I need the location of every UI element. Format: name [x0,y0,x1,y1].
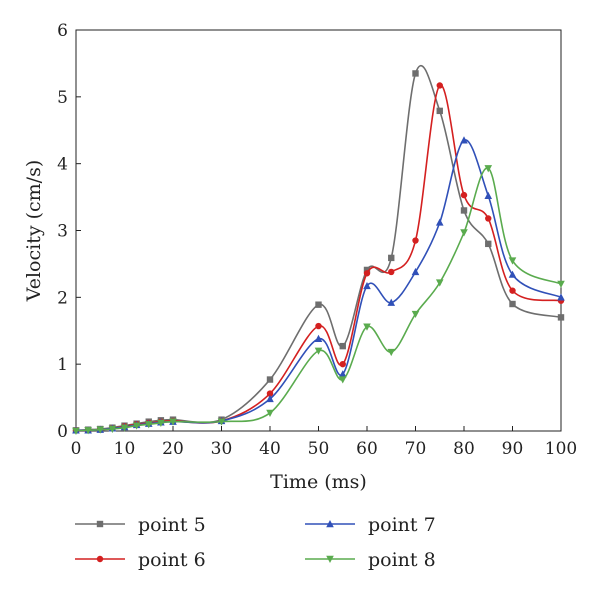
series-line [76,84,561,431]
legend-marker [326,555,334,563]
y-tick-label: 4 [57,155,68,175]
data-point [557,293,565,301]
data-point [460,191,468,199]
x-tick-label: 80 [453,439,475,459]
data-point [144,421,153,429]
data-point [509,300,516,308]
x-tick-label: 70 [405,439,427,459]
data-point [339,342,346,350]
data-point [411,310,420,319]
data-point [412,70,419,77]
y-tick-label: 1 [57,355,68,375]
data-point [338,376,347,384]
data-point [484,191,493,199]
data-point [435,279,444,287]
legend-item: point 8 [305,549,436,571]
data-point [557,314,565,321]
data-point [314,347,323,355]
data-point [388,254,395,262]
legend-item: point 7 [305,514,436,536]
legend: point 5 point 6 point 7 point 8 [75,514,436,571]
data-point [363,270,371,277]
data-point [436,82,443,89]
data-point [108,425,117,433]
data-point [314,334,323,342]
y-axis-title: Velocity (cm/s) [23,160,45,303]
x-tick-label: 20 [162,439,184,459]
series-point-6 [72,82,565,434]
series-layer [72,64,565,435]
legend-item: point 5 [75,514,206,536]
data-point [508,270,517,278]
y-axis: 0 1 2 3 4 5 6 [57,21,81,442]
legend-label: point 7 [368,514,436,536]
legend-item: point 6 [75,549,206,571]
series-line [76,64,561,431]
data-point [84,427,92,435]
series-line [76,139,561,431]
series-point-7 [72,136,565,434]
y-tick-label: 3 [57,222,68,242]
data-point [387,298,396,306]
x-tick-label: 50 [308,439,330,459]
data-point [266,390,274,397]
series-line [76,167,561,431]
x-axis: 0 10 20 30 40 50 60 70 80 90 100 [71,426,577,459]
data-point [96,426,105,434]
legend-label: point 8 [368,549,436,571]
x-axis-title: Time (ms) [270,471,367,493]
data-point [120,424,129,432]
data-point [339,360,346,368]
data-point [266,394,274,403]
data-point [363,323,371,331]
legend-marker [326,520,334,528]
data-point [436,107,443,115]
x-tick-label: 40 [259,439,281,459]
data-point [266,376,274,383]
legend-label: point 6 [138,549,206,571]
data-point [485,240,492,248]
data-point [315,301,322,308]
data-point [266,409,274,417]
data-point [412,237,419,244]
data-point [387,348,396,357]
data-point [388,268,395,276]
data-point [363,266,371,274]
x-tick-label: 90 [502,439,524,459]
series-point-5 [72,64,565,434]
y-tick-label: 2 [57,288,68,308]
data-point [169,418,177,426]
data-point [484,165,493,173]
data-point [485,215,492,222]
x-tick-label: 100 [545,439,577,459]
x-tick-label: 10 [114,439,136,459]
x-tick-label: 60 [356,439,378,459]
data-point [217,418,226,426]
legend-marker [96,520,104,528]
data-point [460,229,468,237]
data-point [338,370,347,378]
data-point [132,422,141,430]
plot-area-frame [75,29,562,432]
data-point [508,257,517,265]
legend-marker [96,555,104,563]
data-point [509,287,516,294]
x-tick-label: 30 [211,439,233,459]
y-tick-label: 0 [57,422,68,442]
y-tick-label: 6 [57,21,68,41]
data-point [363,281,371,290]
data-point [411,267,420,276]
data-point [435,218,444,226]
data-point [557,280,565,288]
data-point [315,322,322,330]
series-point-8 [72,165,565,435]
data-point [72,427,80,435]
data-point [460,207,468,214]
x-tick-label: 0 [71,439,82,459]
legend-label: point 5 [138,514,206,536]
data-point [157,419,165,427]
y-tick-label: 5 [57,88,68,108]
data-point [460,136,468,144]
